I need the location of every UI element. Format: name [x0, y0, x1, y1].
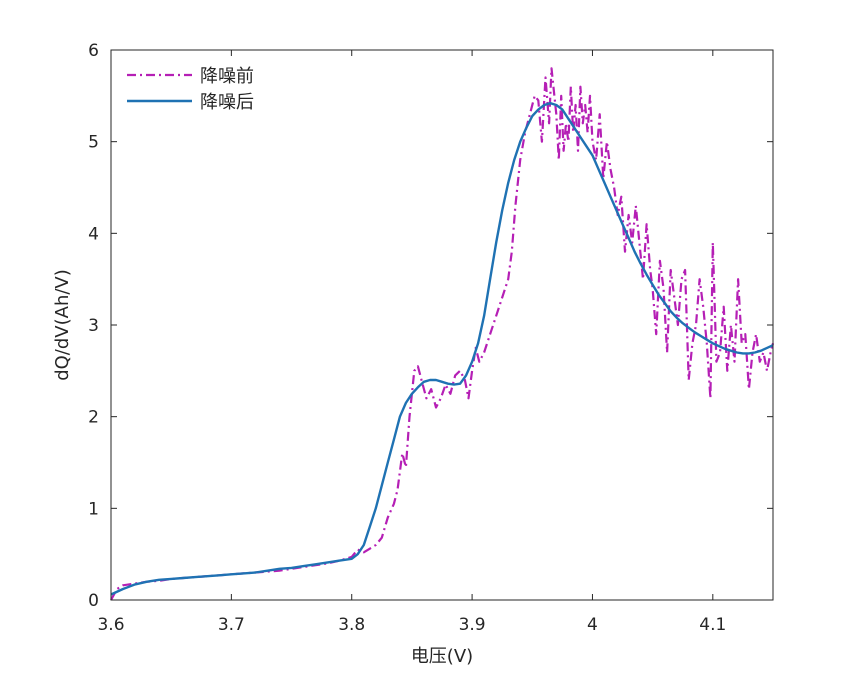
- y-axis-label: dQ/dV(Ah/V): [52, 269, 73, 381]
- x-tick-label: 4: [587, 615, 598, 635]
- y-tick-label: 5: [88, 133, 99, 153]
- series-line-after: [110, 101, 774, 596]
- y-axis: 0 1 2 3 4 5 6: [88, 41, 773, 611]
- y-tick-label: 3: [88, 316, 99, 336]
- x-tick-label: 3.8: [338, 615, 365, 635]
- series-layer: [110, 67, 775, 601]
- legend-label-after: 降噪后: [200, 92, 254, 113]
- y-tick-label: 1: [88, 499, 99, 519]
- series-line-before: [110, 67, 775, 601]
- legend: 降噪前 降噪后: [127, 66, 254, 113]
- x-tick-label: 3.6: [97, 615, 124, 635]
- y-tick-label: 4: [88, 224, 99, 244]
- y-tick-label: 6: [88, 41, 99, 61]
- y-tick-label: 0: [88, 591, 99, 611]
- x-tick-label: 3.7: [218, 615, 245, 635]
- x-axis-label: 电压(V): [411, 646, 473, 667]
- x-tick-label: 3.9: [459, 615, 486, 635]
- legend-label-before: 降噪前: [200, 66, 254, 87]
- y-tick-label: 2: [88, 408, 99, 428]
- x-axis: 3.6 3.7 3.8 3.9 4 4.1: [97, 50, 726, 635]
- x-tick-label: 4.1: [699, 615, 726, 635]
